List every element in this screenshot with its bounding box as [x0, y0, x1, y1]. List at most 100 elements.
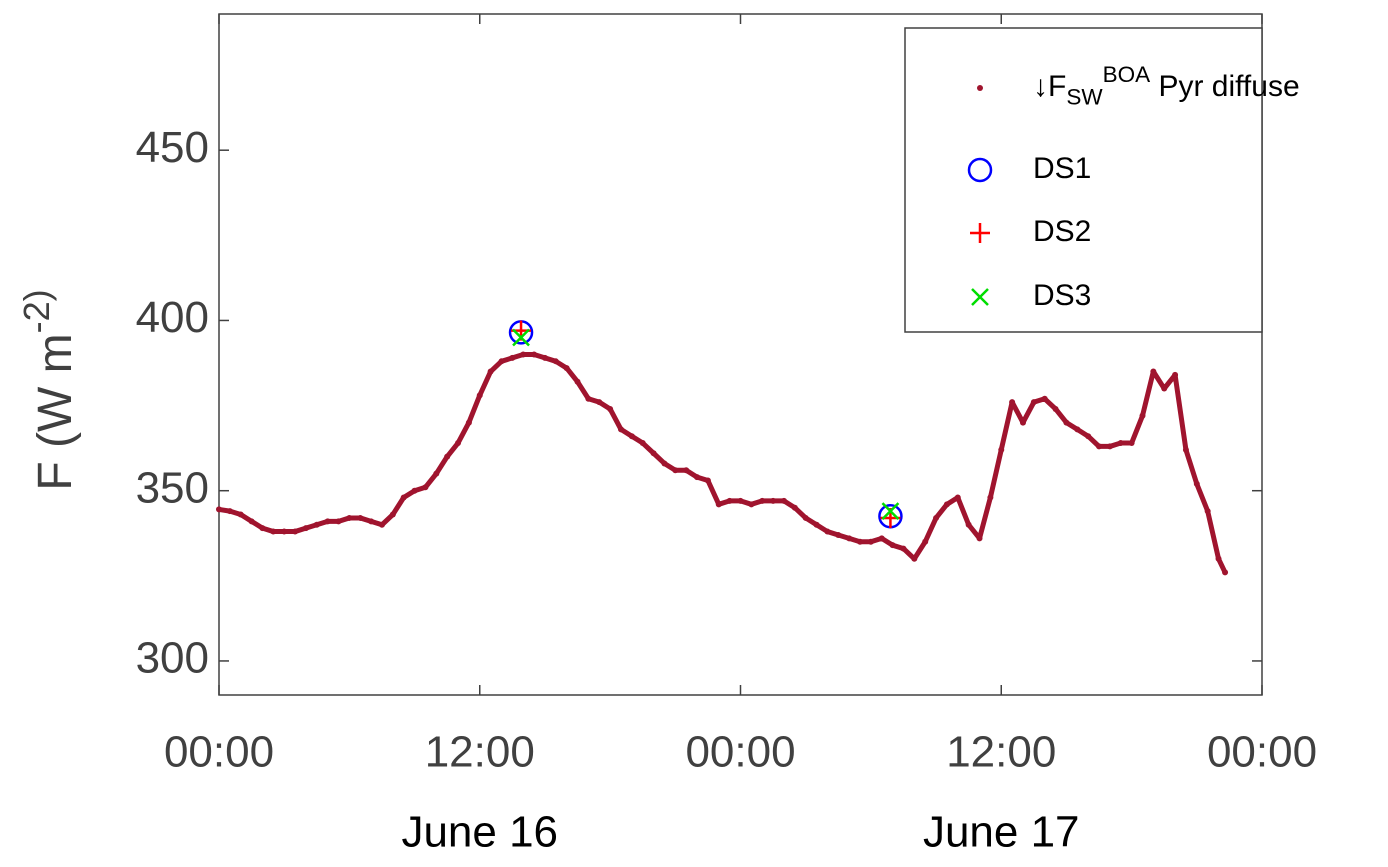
data-point [1074, 426, 1081, 433]
data-point [889, 542, 896, 549]
data-point [998, 446, 1005, 453]
data-point [715, 501, 722, 508]
data-point [368, 518, 375, 525]
legend-marker [971, 288, 989, 306]
data-point [259, 525, 266, 532]
data-point [683, 467, 690, 474]
data-point [324, 518, 331, 525]
data-point [759, 497, 766, 504]
legend-label: DS1 [1033, 152, 1091, 185]
date-label: June 16 [401, 808, 558, 857]
y-tick-label: 300 [136, 634, 209, 683]
series-line [218, 352, 1228, 574]
data-point [672, 467, 679, 474]
data-point [780, 497, 787, 504]
data-point [881, 502, 900, 521]
legend-marker [977, 85, 983, 91]
data-point [585, 395, 592, 402]
data-point [411, 487, 418, 494]
data-point [226, 508, 233, 515]
data-point [661, 460, 668, 467]
data-point [313, 521, 320, 528]
legend-label: DS2 [1033, 215, 1091, 248]
legend-box [904, 27, 1263, 333]
data-point [574, 378, 581, 385]
data-point [422, 484, 429, 491]
data-point [248, 518, 255, 525]
data-point [1030, 399, 1037, 406]
y-tick-label: 400 [136, 293, 209, 342]
data-point [694, 474, 701, 481]
data-point [216, 506, 222, 513]
x-tick-label: 00:00 [685, 728, 795, 777]
data-point [1019, 419, 1026, 426]
x-tick-label: 12:00 [946, 728, 1056, 777]
data-point [498, 358, 505, 365]
legend-marker [967, 157, 993, 183]
data-point [1117, 440, 1124, 447]
data-point [1193, 480, 1200, 487]
data-point [509, 354, 516, 361]
data-point [1009, 399, 1016, 406]
data-point [346, 514, 353, 521]
x-tick-label: 00:00 [1207, 728, 1317, 777]
data-point [237, 511, 244, 518]
data-point [389, 511, 396, 518]
data-point [455, 440, 462, 447]
data-point [628, 433, 635, 440]
data-point [1182, 446, 1189, 453]
x-tick-label: 12:00 [425, 728, 535, 777]
data-point [1096, 443, 1103, 450]
data-point [748, 501, 755, 508]
data-point [487, 368, 494, 375]
data-point [737, 497, 744, 504]
data-point [954, 494, 961, 501]
data-point [770, 497, 777, 504]
data-point [531, 351, 538, 358]
data-point [726, 497, 733, 504]
data-point [270, 528, 277, 535]
data-point [617, 426, 624, 433]
legend-label: DS3 [1033, 279, 1091, 312]
data-point [1106, 443, 1113, 450]
data-point [1150, 368, 1157, 375]
data-point [444, 453, 451, 460]
data-point [563, 365, 570, 372]
data-point [1172, 371, 1179, 378]
data-point [281, 528, 288, 535]
data-point [922, 538, 929, 545]
data-point [1063, 419, 1070, 426]
legend-marker [970, 223, 990, 243]
y-axis-label: F (W m-2) [15, 289, 81, 490]
data-point [552, 358, 559, 365]
data-point [900, 545, 907, 552]
legend-label: ↓FSWBOA Pyr diffuse [1033, 62, 1300, 110]
data-point [1139, 412, 1146, 419]
data-point [813, 521, 820, 528]
data-point [433, 470, 440, 477]
data-point [378, 521, 385, 528]
data-point [357, 514, 364, 521]
data-point [1128, 440, 1135, 447]
data-point [1161, 385, 1168, 392]
data-point [1222, 569, 1229, 576]
data-point [976, 535, 983, 542]
data-point [1052, 405, 1059, 412]
data-point [639, 440, 646, 447]
data-point [933, 514, 940, 521]
data-point [846, 535, 853, 542]
data-point [911, 555, 918, 562]
data-point [1041, 395, 1048, 402]
data-point [1215, 555, 1222, 562]
data-point [302, 525, 309, 532]
data-point [835, 531, 842, 538]
data-point [607, 405, 614, 412]
data-point [1204, 508, 1211, 515]
data-point [791, 504, 798, 511]
data-point [650, 450, 657, 457]
data-point [541, 354, 548, 361]
y-tick-label: 350 [136, 463, 209, 512]
y-tick-label: 450 [136, 123, 209, 172]
